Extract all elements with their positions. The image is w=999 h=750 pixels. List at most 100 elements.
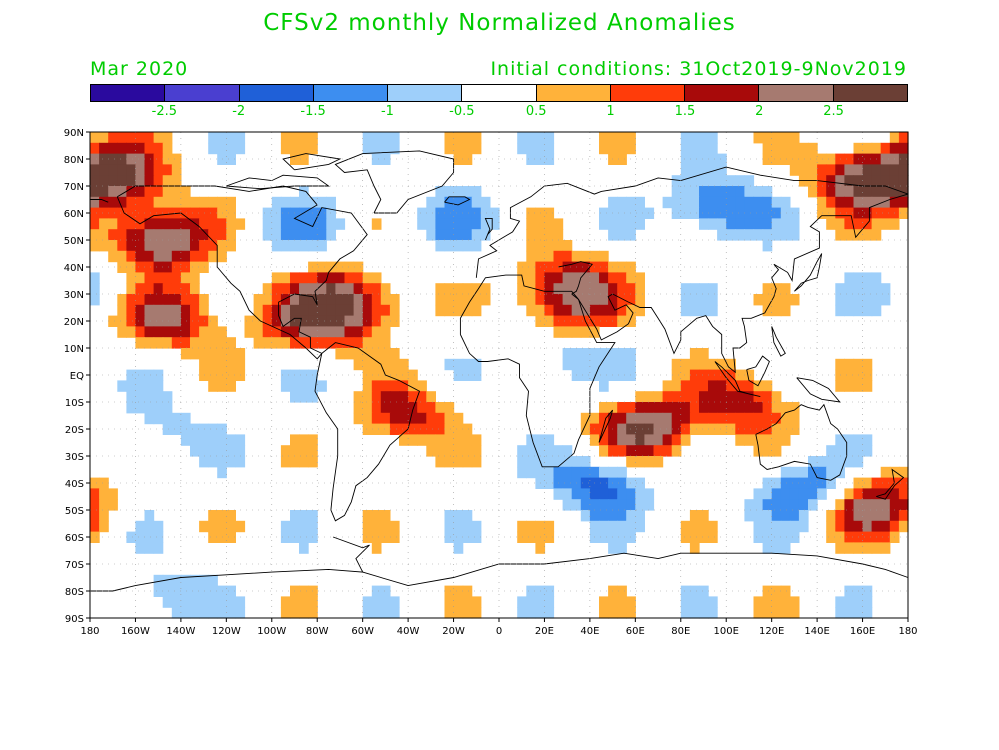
- anomaly-cell: [626, 283, 636, 295]
- anomaly-cell: [190, 240, 200, 252]
- anomaly-cell: [571, 326, 582, 338]
- anomaly-cell: [426, 402, 436, 414]
- anomaly-cell: [853, 294, 864, 306]
- anomaly-cell: [208, 132, 218, 144]
- anomaly-cell: [599, 358, 609, 371]
- anomaly-cell: [780, 520, 791, 533]
- anomaly-cell: [589, 434, 600, 446]
- anomaly-cell: [108, 142, 118, 155]
- anomaly-cell: [789, 520, 800, 533]
- anomaly-cell: [689, 402, 700, 414]
- lon-label: 40W: [397, 626, 420, 637]
- anomaly-cell: [608, 542, 618, 554]
- anomaly-cell: [880, 531, 891, 543]
- anomaly-cell: [644, 423, 655, 435]
- anomaly-cell: [153, 531, 164, 543]
- anomaly-cell: [762, 283, 773, 295]
- anomaly-cell: [444, 596, 455, 608]
- anomaly-cell: [680, 186, 691, 198]
- anomaly-cell: [762, 510, 773, 522]
- lat-label: 80N: [64, 155, 84, 166]
- anomaly-cell: [344, 272, 355, 284]
- anomaly-cell: [308, 510, 318, 522]
- anomaly-cell: [689, 294, 700, 306]
- anomaly-cell: [544, 434, 555, 446]
- anomaly-cell: [680, 294, 691, 306]
- anomaly-cell: [780, 229, 791, 241]
- anomaly-cell: [735, 186, 745, 198]
- anomaly-cell: [290, 337, 300, 349]
- anomaly-cell: [199, 369, 209, 381]
- anomaly-cell: [290, 445, 300, 457]
- anomaly-cell: [99, 186, 109, 198]
- anomaly-cell: [317, 304, 327, 317]
- anomaly-cell: [862, 229, 873, 241]
- colorbar-label: -2.5: [151, 104, 178, 119]
- anomaly-cell: [699, 369, 709, 381]
- anomaly-cell: [389, 315, 400, 327]
- anomaly-cell: [817, 488, 827, 500]
- anomaly-cell: [626, 272, 636, 284]
- anomaly-cell: [362, 142, 373, 155]
- anomaly-cell: [308, 456, 318, 468]
- anomaly-cell: [99, 196, 109, 209]
- anomaly-cell: [771, 294, 782, 306]
- anomaly-cell: [599, 477, 609, 489]
- anomaly-cell: [671, 434, 682, 446]
- anomaly-cell: [844, 175, 855, 187]
- anomaly-cell: [444, 531, 455, 543]
- anomaly-cell: [808, 477, 818, 489]
- anomaly-cell: [226, 218, 236, 230]
- anomaly-cell: [471, 358, 482, 371]
- anomaly-cell: [726, 402, 736, 414]
- anomaly-cell: [462, 186, 473, 198]
- anomaly-cell: [408, 380, 418, 392]
- anomaly-cell: [826, 531, 836, 543]
- anomaly-cell: [190, 250, 200, 263]
- anomaly-cell: [489, 218, 500, 230]
- anomaly-cell: [835, 218, 845, 230]
- anomaly-cell: [898, 142, 909, 155]
- anomaly-cell: [817, 196, 827, 209]
- anomaly-cell: [689, 196, 700, 209]
- anomaly-cell: [299, 326, 309, 338]
- anomaly-cell: [553, 250, 564, 263]
- anomaly-cell: [535, 229, 546, 241]
- anomaly-cell: [126, 391, 137, 403]
- anomaly-cell: [389, 596, 400, 608]
- anomaly-cell: [580, 348, 591, 360]
- anomaly-cell: [271, 337, 282, 349]
- anomaly-cell: [117, 142, 127, 155]
- anomaly-cell: [308, 272, 318, 284]
- anomaly-cell: [808, 164, 818, 176]
- anomaly-cell: [708, 391, 718, 403]
- anomaly-cell: [589, 304, 600, 317]
- anomaly-cell: [699, 531, 709, 543]
- anomaly-cell: [99, 218, 109, 230]
- anomaly-cell: [544, 596, 555, 608]
- anomaly-cell: [871, 542, 882, 554]
- anomaly-cell: [335, 326, 346, 338]
- anomaly-cell: [644, 412, 655, 425]
- anomaly-cell: [135, 186, 146, 198]
- anomaly-cell: [162, 218, 173, 230]
- anomaly-cell: [744, 218, 755, 230]
- anomaly-cell: [571, 294, 582, 306]
- anomaly-cell: [608, 412, 618, 425]
- anomaly-cell: [453, 142, 464, 155]
- anomaly-cell: [789, 294, 800, 306]
- anomaly-cell: [835, 294, 845, 306]
- anomaly-cell: [544, 585, 555, 597]
- anomaly-cell: [662, 412, 673, 425]
- anomaly-cell: [708, 304, 718, 317]
- anomaly-cell: [635, 477, 645, 489]
- colorbar-swatch: [833, 85, 907, 101]
- anomaly-cell: [199, 358, 209, 371]
- anomaly-cell: [144, 132, 155, 144]
- anomaly-cell: [444, 423, 455, 435]
- anomaly-cell: [380, 510, 391, 522]
- anomaly-cell: [317, 240, 327, 252]
- anomaly-cell: [190, 207, 200, 219]
- anomaly-cell: [762, 607, 773, 619]
